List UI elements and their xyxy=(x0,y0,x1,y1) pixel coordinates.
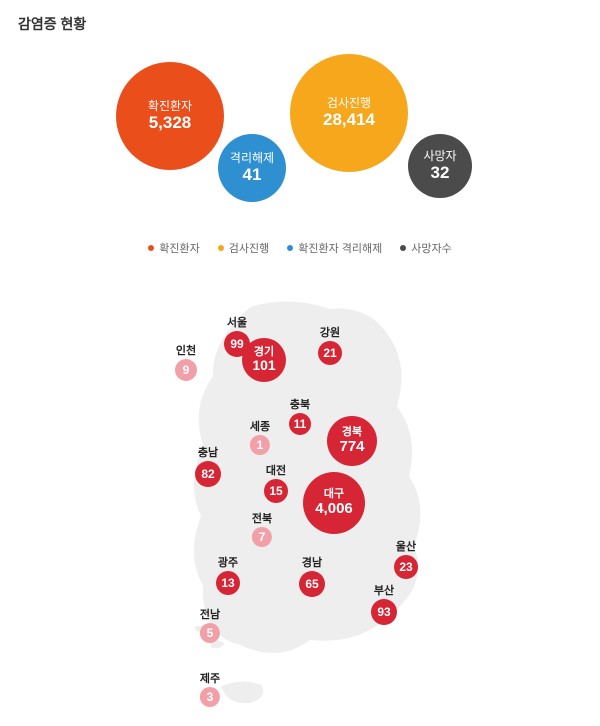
region-bubble: 13 xyxy=(216,571,240,595)
legend-label: 확진환자 격리해제 xyxy=(298,240,382,256)
region-label: 대전 xyxy=(264,462,288,478)
summary-bubble-label: 사망자 xyxy=(423,149,456,163)
summary-legend: 확진환자 검사진행 확진환자 격리해제 사망자수 xyxy=(0,240,600,256)
summary-bubble-label: 격리해제 xyxy=(230,151,274,165)
region-label: 서울 xyxy=(224,314,250,330)
region-전남: 전남 5 xyxy=(200,606,220,643)
region-bubble: 23 xyxy=(394,555,418,579)
legend-item: 사망자수 xyxy=(400,240,451,256)
region-경북: 경북774 xyxy=(327,416,377,466)
legend-dot-icon xyxy=(287,245,293,251)
region-bubble: 대구4,006 xyxy=(303,472,365,534)
region-value: 15 xyxy=(269,485,282,498)
region-label: 울산 xyxy=(394,538,418,554)
region-전북: 전북 7 xyxy=(252,510,272,547)
region-bubble: 15 xyxy=(264,479,288,503)
legend-dot-icon xyxy=(148,245,154,251)
region-충북: 충북 11 xyxy=(289,396,311,435)
region-label: 전남 xyxy=(200,606,220,622)
legend-dot-icon xyxy=(400,245,406,251)
legend-label: 사망자수 xyxy=(411,240,451,256)
page-title: 감염증 현황 xyxy=(0,0,600,34)
region-value: 9 xyxy=(183,364,190,377)
summary-bubble-label: 검사진행 xyxy=(327,96,371,110)
legend-dot-icon xyxy=(218,245,224,251)
summary-bubble-deaths: 사망자32 xyxy=(408,134,472,198)
region-bubble: 11 xyxy=(289,413,311,435)
region-value: 82 xyxy=(201,468,214,481)
region-value: 65 xyxy=(305,578,318,591)
summary-bubble-released: 격리해제41 xyxy=(218,134,286,202)
region-value: 93 xyxy=(377,606,390,619)
region-제주: 제주 3 xyxy=(200,670,220,707)
legend-item: 확진환자 xyxy=(148,240,199,256)
region-bubble: 93 xyxy=(371,599,397,625)
region-경남: 경남 65 xyxy=(299,554,325,597)
region-value: 23 xyxy=(399,561,412,574)
region-bubble: 5 xyxy=(200,623,220,643)
summary-bubble-value: 28,414 xyxy=(323,110,375,130)
region-label: 광주 xyxy=(216,554,240,570)
region-value: 4,006 xyxy=(315,501,353,517)
region-인천: 인천 9 xyxy=(175,342,197,381)
map-container: 서울99인천9경기101강원21충북11세종1충남82대전15경북774대구4,… xyxy=(0,276,600,726)
region-value: 774 xyxy=(339,439,364,455)
region-value: 101 xyxy=(252,358,275,373)
summary-bubble-value: 32 xyxy=(431,163,450,183)
summary-bubble-testing: 검사진행28,414 xyxy=(290,54,408,172)
summary-bubble-confirmed: 확진환자5,328 xyxy=(116,62,224,170)
region-bubble: 경북774 xyxy=(327,416,377,466)
region-label: 세종 xyxy=(250,418,270,434)
region-경기: 경기101 xyxy=(242,338,286,382)
region-value: 11 xyxy=(294,418,307,431)
summary-bubble-value: 41 xyxy=(243,165,262,185)
region-부산: 부산 93 xyxy=(371,582,397,625)
region-광주: 광주 13 xyxy=(216,554,240,595)
region-value: 13 xyxy=(221,577,234,590)
legend-label: 확진환자 xyxy=(159,240,199,256)
region-bubble: 21 xyxy=(318,341,342,365)
summary-bubble-value: 5,328 xyxy=(149,113,192,133)
region-value: 3 xyxy=(207,691,214,704)
region-label: 제주 xyxy=(200,670,220,686)
region-label: 전북 xyxy=(252,510,272,526)
region-대전: 대전 15 xyxy=(264,462,288,503)
region-bubble: 경기101 xyxy=(242,338,286,382)
region-label: 충남 xyxy=(195,444,221,460)
region-bubble: 82 xyxy=(195,461,221,487)
region-bubble: 9 xyxy=(175,359,197,381)
region-대구: 대구4,006 xyxy=(303,472,365,534)
region-울산: 울산 23 xyxy=(394,538,418,579)
summary-bubbles: 확진환자5,328격리해제41검사진행28,414사망자32 xyxy=(0,34,600,234)
region-bubble: 1 xyxy=(250,435,270,455)
legend-item: 검사진행 xyxy=(218,240,269,256)
summary-bubble-label: 확진환자 xyxy=(148,99,192,113)
region-label: 인천 xyxy=(175,342,197,358)
region-value: 5 xyxy=(207,627,214,640)
region-value: 1 xyxy=(257,439,264,452)
region-label: 충북 xyxy=(289,396,311,412)
region-세종: 세종 1 xyxy=(250,418,270,455)
region-label: 경남 xyxy=(299,554,325,570)
legend-item: 확진환자 격리해제 xyxy=(287,240,382,256)
region-bubble: 65 xyxy=(299,571,325,597)
region-label: 강원 xyxy=(318,324,342,340)
region-bubble: 3 xyxy=(200,687,220,707)
region-bubble: 7 xyxy=(252,527,272,547)
region-label: 부산 xyxy=(371,582,397,598)
region-value: 7 xyxy=(259,531,266,544)
region-value: 21 xyxy=(323,347,336,360)
region-강원: 강원 21 xyxy=(318,324,342,365)
legend-label: 검사진행 xyxy=(229,240,269,256)
region-충남: 충남 82 xyxy=(195,444,221,487)
